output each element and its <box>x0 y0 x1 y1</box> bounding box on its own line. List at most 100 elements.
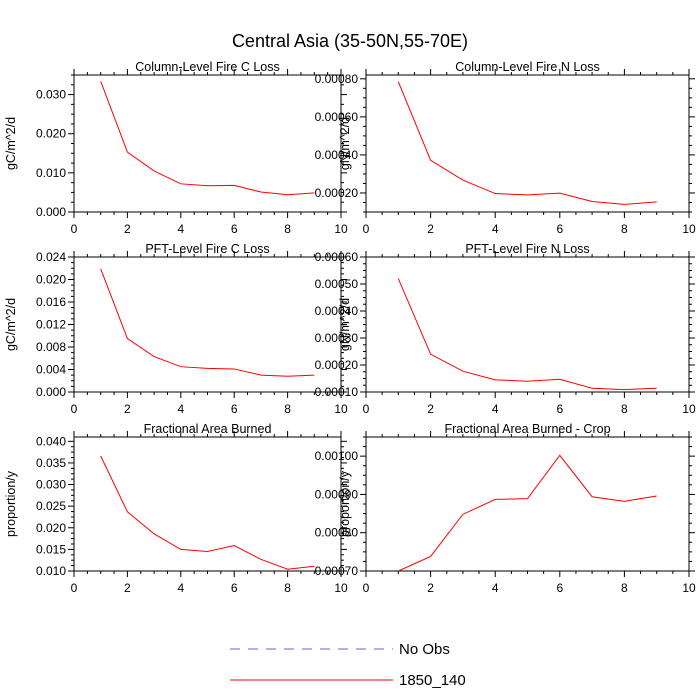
panel-title: Fractional Area Burned <box>144 422 272 436</box>
plot-frame <box>73 256 342 393</box>
panel-3: 0 2 4 6 8 10 0.000 0.004 0.008 0.012 0.016 0.020 0.0… <box>4 242 348 416</box>
main-title: Central Asia (35-50N,55-70E) <box>232 31 468 51</box>
y-tick-label: 0.035 <box>36 456 66 470</box>
y-tick-label: 0.00030 <box>315 331 359 345</box>
x-tick-label: 8 <box>621 402 628 416</box>
series-line-1850_140 <box>100 268 315 377</box>
x-tick-label: 10 <box>682 402 696 416</box>
y-tick-label: 0.00090 <box>315 487 359 501</box>
x-tick-label: 4 <box>492 402 499 416</box>
x-tick-label: 2 <box>124 222 131 236</box>
y-axis-label: proportion/y <box>338 470 352 537</box>
plot-frame <box>73 436 342 572</box>
x-tick-label: 10 <box>334 581 348 595</box>
x-tick-label: 2 <box>427 581 434 595</box>
y-tick-label: 0.00080 <box>315 72 359 86</box>
series-line-1850_140 <box>100 455 315 570</box>
y-tick-label: 0.030 <box>36 88 66 102</box>
y-tick-label: 0.00060 <box>315 250 359 264</box>
x-tick-label: 4 <box>492 581 499 595</box>
panel-title: PFT-Level Fire N Loss <box>465 242 589 256</box>
y-tick-label: 0.000 <box>36 205 66 219</box>
legend-label-1: No Obs <box>399 641 450 658</box>
x-tick-label: 0 <box>363 222 370 236</box>
x-tick-label: 2 <box>427 402 434 416</box>
y-tick-label: 0.020 <box>36 273 66 287</box>
panel-1: 0 2 4 6 8 10 0.000 0.010 0.020 0.030 Column-Level … <box>4 60 348 236</box>
x-tick-label: 4 <box>177 222 184 236</box>
y-axis-label: gC/m^2/d <box>4 117 18 170</box>
y-tick-label: 0.00040 <box>315 304 359 318</box>
y-tick-label: 0.00040 <box>315 148 359 162</box>
panel-6: 0 2 4 6 8 10 0.00070 0.00080 0.00090 0.00100 Fract… <box>315 422 696 595</box>
y-tick-label: 0.00080 <box>315 526 359 540</box>
series-line-1850_140 <box>397 81 657 205</box>
y-axis-label: gC/m^2/d <box>4 298 18 351</box>
y-tick-label: 0.004 <box>36 363 66 377</box>
panel-4: 0 2 4 6 8 10 0.00010 0.00020 0.00030 0.00040 0.000… <box>315 242 696 416</box>
panels-container: 0 2 4 6 8 10 0.000 0.010 0.020 0.030 Column-Level … <box>4 60 696 595</box>
plot-frame <box>365 436 690 572</box>
y-axis-label: gN/m^2/d <box>338 298 352 351</box>
y-tick-label: 0.030 <box>36 478 66 492</box>
y-tick-label: 0.015 <box>36 542 66 556</box>
y-tick-label: 0.016 <box>36 295 66 309</box>
y-tick-label: 0.020 <box>36 521 66 535</box>
y-tick-label: 0.00070 <box>315 564 359 578</box>
y-tick-label: 0.024 <box>36 250 66 264</box>
x-tick-label: 4 <box>177 581 184 595</box>
x-tick-label: 2 <box>124 581 131 595</box>
panel-5: 0 2 4 6 8 10 0.010 0.015 0.020 0.025 0.030 0.035 0.0… <box>4 422 348 595</box>
x-tick-label: 4 <box>177 402 184 416</box>
x-tick-label: 0 <box>71 222 78 236</box>
x-tick-label: 4 <box>492 222 499 236</box>
panel-title: PFT-Level Fire C Loss <box>145 242 269 256</box>
x-tick-label: 6 <box>556 222 563 236</box>
y-tick-label: 0.00020 <box>315 358 359 372</box>
x-tick-label: 8 <box>284 581 291 595</box>
x-tick-label: 8 <box>284 222 291 236</box>
x-tick-label: 0 <box>71 402 78 416</box>
legend-label-2: 1850_140 <box>399 672 466 689</box>
x-tick-label: 0 <box>363 402 370 416</box>
y-tick-label: 0.00010 <box>315 385 359 399</box>
y-tick-label: 0.00100 <box>315 449 359 463</box>
x-tick-label: 10 <box>682 581 696 595</box>
x-tick-label: 0 <box>363 581 370 595</box>
y-tick-label: 0.010 <box>36 166 66 180</box>
x-tick-label: 6 <box>231 581 238 595</box>
y-tick-label: 0.008 <box>36 340 66 354</box>
x-tick-label: 10 <box>334 222 348 236</box>
panel-title: Fractional Area Burned - Crop <box>444 422 610 436</box>
series-line-1850_140 <box>398 454 657 572</box>
x-tick-label: 2 <box>427 222 434 236</box>
x-tick-label: 6 <box>231 402 238 416</box>
y-axis-label: proportion/y <box>4 470 18 537</box>
panel-title: Column-Level Fire N Loss <box>455 60 600 74</box>
y-tick-label: 0.000 <box>36 385 66 399</box>
x-tick-label: 6 <box>231 222 238 236</box>
x-tick-label: 8 <box>621 222 628 236</box>
plot-frame <box>365 256 690 393</box>
y-tick-label: 0.020 <box>36 127 66 141</box>
plot-frame <box>365 74 690 213</box>
series-line-1850_140 <box>397 278 657 391</box>
x-tick-label: 8 <box>621 581 628 595</box>
y-tick-label: 0.025 <box>36 499 66 513</box>
panel-title: Column-Level Fire C Loss <box>135 60 280 74</box>
panel-2: 0 2 4 6 8 10 0.00020 0.00040 0.00060 0.00080 Colum… <box>315 60 696 236</box>
y-tick-label: 0.00060 <box>315 110 359 124</box>
x-tick-label: 6 <box>556 581 563 595</box>
y-axis-label: gN/m^2/d <box>338 117 352 170</box>
y-tick-label: 0.010 <box>36 564 66 578</box>
plot-frame <box>73 74 342 213</box>
y-tick-label: 0.00020 <box>315 186 359 200</box>
legend: No Obs 1850_140 <box>230 641 466 689</box>
x-tick-label: 10 <box>682 222 696 236</box>
y-tick-label: 0.00050 <box>315 277 359 291</box>
x-tick-label: 2 <box>124 402 131 416</box>
x-tick-label: 10 <box>334 402 348 416</box>
x-tick-label: 0 <box>71 581 78 595</box>
y-tick-label: 0.012 <box>36 318 66 332</box>
